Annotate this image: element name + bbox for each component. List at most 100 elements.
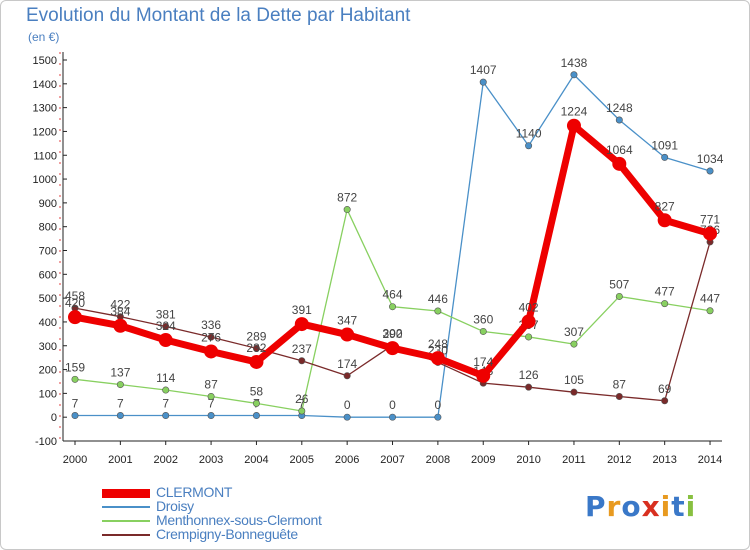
logo-letter: r [606, 490, 622, 523]
y-tick-label-200: 200 [39, 365, 57, 377]
series-2-point-13 [661, 397, 669, 405]
logo-letter: P [585, 490, 607, 523]
logo-letter: i [660, 490, 672, 523]
y-tick-label-100: 100 [39, 388, 57, 400]
series-0-label-13: 1091 [651, 138, 678, 152]
series-0-point-4 [252, 412, 260, 420]
series-0-line [74, 74, 711, 418]
series-2-label-13: 69 [658, 382, 672, 396]
legend-swatch [102, 506, 150, 508]
x-tick-label-2001: 2001 [108, 454, 132, 466]
series-1-label-6: 872 [337, 191, 357, 205]
series-0-point-3 [207, 412, 215, 420]
series-0-point-6 [343, 413, 351, 421]
x-tick-label-2004: 2004 [244, 454, 268, 466]
series-0-label-2: 7 [162, 397, 169, 411]
x-tick-label-2010: 2010 [516, 454, 540, 466]
legend-label: CLERMONT [156, 484, 233, 500]
y-tick-label-400: 400 [39, 317, 57, 329]
series-0-label-9: 1407 [470, 63, 497, 77]
series-1-label-5: 26 [295, 392, 309, 406]
series-1-point-14 [706, 307, 714, 315]
legend-item: Menthonnex-sous-Clermont [102, 512, 402, 528]
legend: CLERMONT Droisy Menthonnex-sous-Clermont Cr… [102, 484, 402, 546]
series-3-point-12 [612, 156, 627, 171]
x-tick-label-2006: 2006 [335, 454, 359, 466]
series-3-label-2: 324 [156, 319, 176, 333]
series-3-point-4 [249, 354, 264, 369]
series-2-label-7: 302 [383, 326, 403, 340]
series-1-point-1 [116, 381, 124, 389]
series-1-point-2 [162, 386, 170, 394]
x-tick-label-2012: 2012 [607, 454, 631, 466]
legend-item: CLERMONT [102, 484, 402, 500]
series-0-point-9 [479, 78, 487, 86]
series-0-label-7: 0 [389, 398, 396, 412]
series-2-point-2 [162, 322, 170, 330]
series-3-label-10: 402 [519, 300, 539, 314]
legend-label: Droisy [156, 498, 194, 514]
series-0-point-7 [389, 413, 397, 421]
x-tick-label-2000: 2000 [63, 454, 87, 466]
x-tick-label-2013: 2013 [652, 454, 676, 466]
series-1-point-5 [298, 407, 306, 415]
series-1-label-11: 307 [564, 325, 584, 339]
series-2-point-11 [570, 388, 578, 396]
series-3-label-3: 276 [201, 330, 221, 344]
series-0-point-0 [71, 412, 79, 420]
x-tick-label-2011: 2011 [562, 454, 586, 466]
series-3-label-11: 1224 [561, 105, 588, 119]
x-tick-label-2005: 2005 [290, 454, 314, 466]
y-tick-label-700: 700 [39, 246, 57, 258]
series-1-point-10 [525, 333, 533, 341]
y-tick-label-1500: 1500 [33, 55, 57, 67]
series-3-label-8: 248 [428, 337, 448, 351]
series-0-point-10 [525, 142, 533, 150]
x-tick-label-2007: 2007 [380, 454, 404, 466]
series-2-point-10 [525, 383, 533, 391]
legend-label: Menthonnex-sous-Clermont [156, 512, 322, 528]
series-2-point-6 [343, 372, 351, 380]
legend-item: Droisy [102, 498, 402, 514]
series-2-label-4: 289 [246, 329, 266, 343]
series-0-label-1: 7 [117, 397, 124, 411]
series-0-point-8 [434, 413, 442, 421]
series-1-point-4 [252, 399, 260, 407]
series-1-point-9 [479, 327, 487, 335]
y-tick-label-1300: 1300 [33, 103, 57, 115]
series-0-label-3: 7 [208, 397, 215, 411]
series-1-label-9: 360 [473, 312, 493, 326]
series-3-point-6 [340, 327, 355, 342]
series-3-point-14 [703, 226, 718, 241]
series-2-label-10: 126 [519, 368, 539, 382]
series-3-point-3 [204, 344, 219, 359]
series-1-label-8: 446 [428, 292, 448, 306]
series-0-label-14: 1034 [697, 152, 724, 166]
legend-swatch [102, 489, 150, 498]
legend-swatch [102, 534, 150, 536]
series-0-point-12 [615, 116, 623, 124]
x-tick-label-2014: 2014 [698, 454, 722, 466]
series-3-point-2 [158, 333, 173, 348]
series-1-point-12 [615, 292, 623, 300]
series-1-label-3: 87 [204, 377, 218, 391]
series-0-label-5: 7 [298, 397, 305, 411]
series-2-point-4 [252, 344, 260, 352]
series-0-label-12: 1248 [606, 101, 633, 115]
series-1-label-1: 137 [110, 366, 130, 380]
series-2-label-11: 105 [564, 373, 584, 387]
series-0-label-6: 0 [344, 398, 351, 412]
series-1-label-0: 159 [65, 360, 85, 374]
x-tick-label-2003: 2003 [199, 454, 223, 466]
chart-unit: (en €) [28, 30, 60, 44]
series-1-point-7 [389, 303, 397, 311]
y-tick-label-1100: 1100 [33, 150, 57, 162]
logo-letter: x [641, 490, 661, 523]
y-tick-label-300: 300 [39, 341, 57, 353]
series-1-point-13 [661, 300, 669, 308]
y-tick-label-600: 600 [39, 269, 57, 281]
logo-letter: o [621, 490, 642, 523]
series-0-point-1 [116, 412, 124, 420]
series-2-point-5 [298, 357, 306, 365]
